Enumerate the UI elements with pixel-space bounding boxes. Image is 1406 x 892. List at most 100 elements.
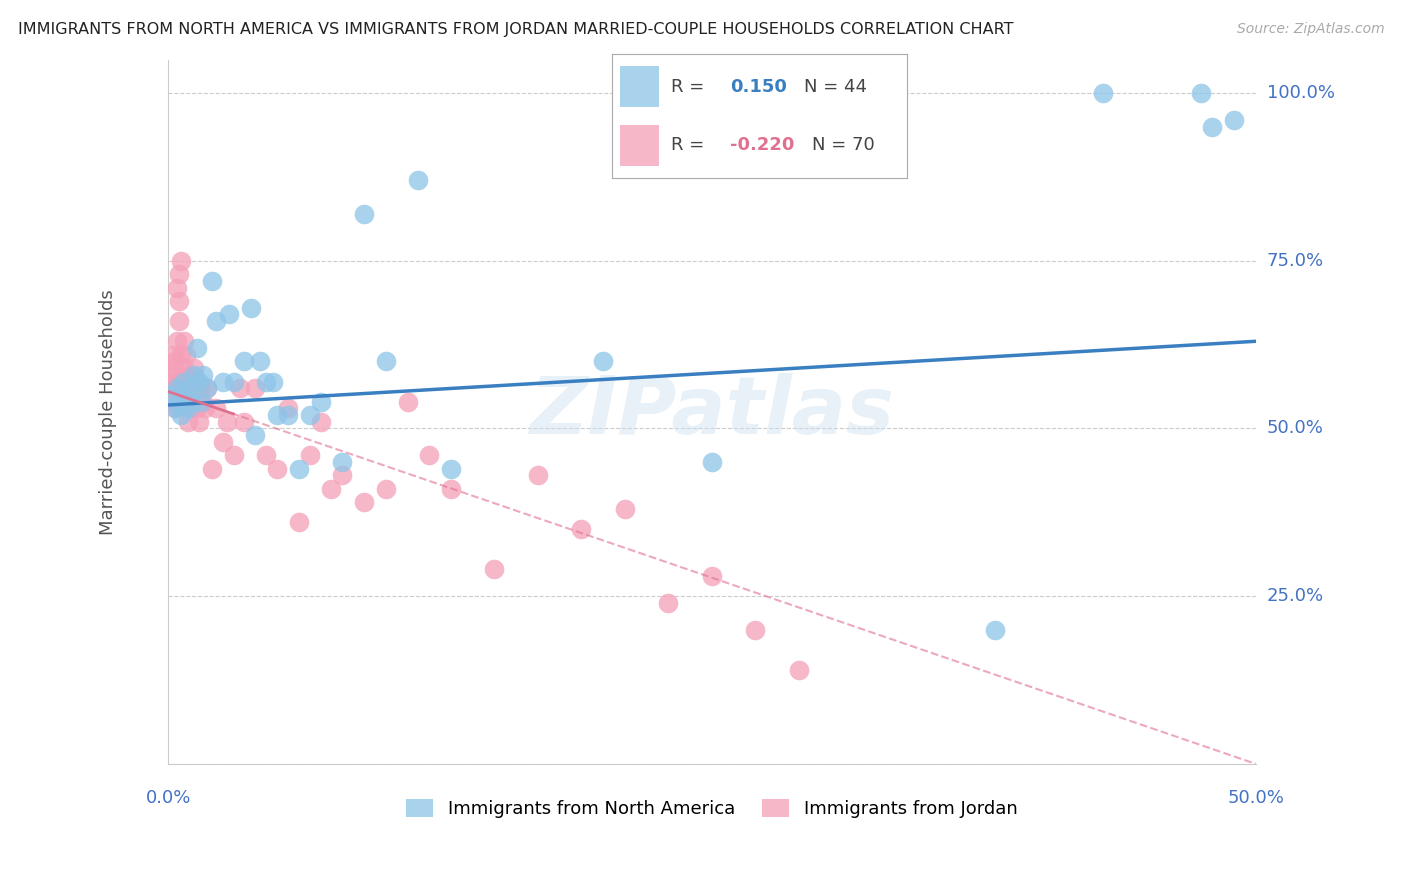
Point [163,401,186,416]
Text: 50.0%: 50.0% [1267,419,1323,437]
Point [186,341,208,355]
Point [277,401,299,416]
Point [245,428,267,442]
Point [197,381,219,395]
Point [330,468,353,483]
Text: 75.0%: 75.0% [1267,252,1324,269]
Point [374,482,396,496]
Text: 0.0%: 0.0% [146,789,191,807]
Text: N = 44: N = 44 [804,78,866,95]
Text: Married-couple Households: Married-couple Households [100,289,118,534]
Point [174,375,197,389]
Point [218,308,240,322]
Point [166,280,188,294]
Point [484,562,506,576]
Point [163,354,186,368]
Point [170,394,193,409]
Text: R =: R = [671,78,704,95]
Point [190,381,212,395]
Point [179,401,201,416]
Point [277,408,299,422]
Point [700,569,723,583]
Text: 0.150: 0.150 [730,78,786,95]
Point [1189,86,1212,100]
Point [162,361,184,376]
Point [194,401,217,416]
Point [298,448,321,462]
Point [183,381,205,395]
Point [170,253,193,268]
Point [201,274,224,288]
Point [179,388,201,402]
Point [614,502,637,516]
Point [173,375,195,389]
Bar [620,66,659,107]
Point [321,482,343,496]
Text: N = 70: N = 70 [813,136,875,154]
Point [233,354,256,368]
Point [309,394,332,409]
Point [167,314,190,328]
Point [254,375,277,389]
Point [201,461,224,475]
Point [245,381,267,395]
Point [173,381,195,395]
Point [183,361,205,376]
Point [177,401,200,416]
Point [191,394,214,409]
Point [191,368,214,382]
Point [163,401,186,416]
Point [162,348,184,362]
Point [374,354,396,368]
Point [571,522,593,536]
Point [418,448,440,462]
Point [205,314,228,328]
Point [266,408,288,422]
Point [249,354,271,368]
Point [211,434,233,449]
Point [205,401,228,416]
Point [190,394,212,409]
Point [229,381,252,395]
Point [527,468,550,483]
Point [167,375,190,389]
Point [440,482,463,496]
Point [179,381,201,395]
Point [181,375,204,389]
Point [187,375,209,389]
Point [239,301,262,315]
Point [744,623,766,637]
Point [173,361,195,376]
Point [287,461,309,475]
Point [187,415,209,429]
Point [181,394,204,409]
Point [183,368,205,382]
Point [186,401,208,416]
Text: 100.0%: 100.0% [1267,84,1334,103]
Point [1201,120,1223,134]
Legend: Immigrants from North America, Immigrants from Jordan: Immigrants from North America, Immigrant… [399,791,1025,825]
Point [215,415,238,429]
Text: -0.220: -0.220 [730,136,794,154]
Point [170,408,193,422]
Point [181,394,204,409]
Text: ZIPatlas: ZIPatlas [530,373,894,450]
Point [163,375,186,389]
Point [353,207,375,221]
Text: 50.0%: 50.0% [1227,789,1284,807]
Point [1092,86,1115,100]
Point [174,348,197,362]
Point [177,415,200,429]
Point [186,375,208,389]
Point [162,388,184,402]
Point [167,293,190,308]
Point [177,381,200,395]
Point [657,596,679,610]
Point [222,375,245,389]
Point [159,368,181,382]
Bar [620,125,659,166]
Point [353,495,375,509]
Point [254,448,277,462]
Point [309,415,332,429]
Point [396,394,419,409]
